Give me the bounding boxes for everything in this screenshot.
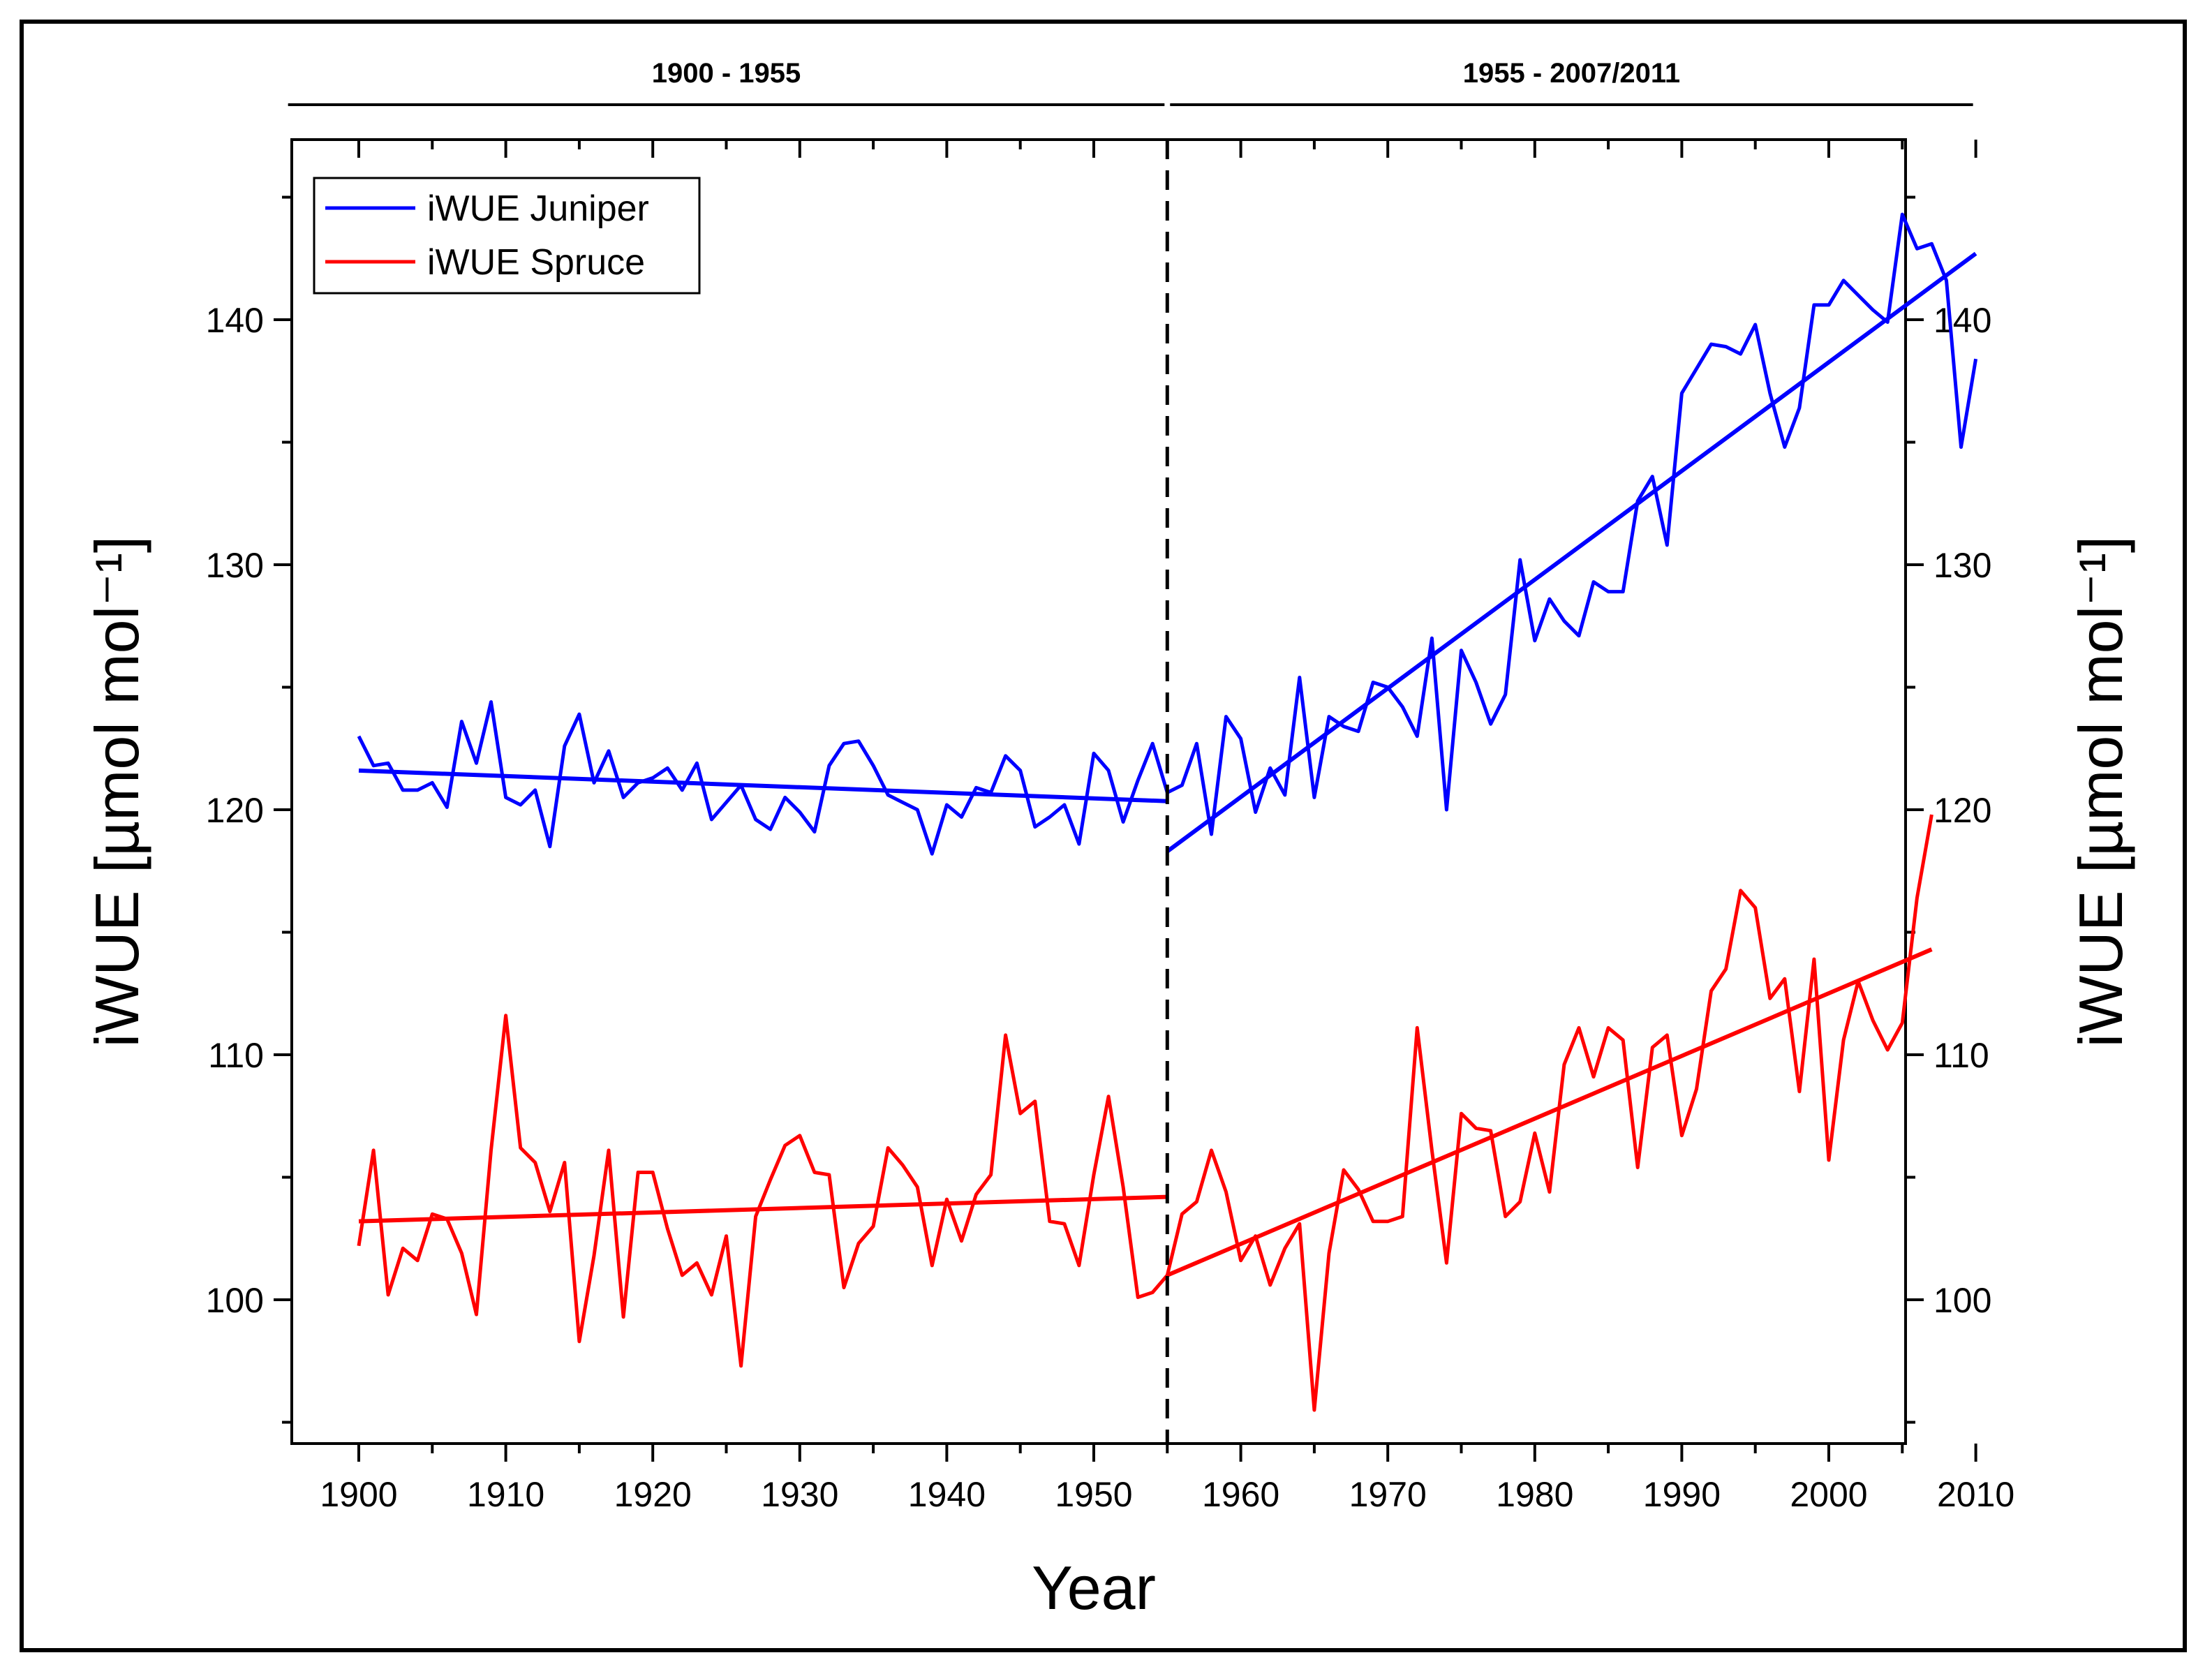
x-tick-label: 1960: [1202, 1475, 1279, 1514]
plot-area-border: [290, 138, 1907, 1445]
y-tick-label-right: 120: [1933, 791, 1991, 830]
trend-line-spruce-3: [1166, 947, 1933, 1277]
period-arrow-late-label: 1955 - 2007/2011: [1463, 58, 1680, 89]
period-arrows: 1900 - 1955 1955 - 2007/2011: [288, 58, 1974, 106]
spruce-series-line: [357, 814, 1933, 1412]
y-tick-label-left: 140: [206, 301, 264, 340]
x-tick-label: 1970: [1349, 1475, 1427, 1514]
legend: iWUE Juniper iWUE Spruce: [313, 177, 701, 295]
legend-juniper-label: iWUE Juniper: [427, 188, 649, 229]
axis-ticks: 1900 1910 1920 1930 1940 1950 1960 1970 1980 1990…: [206, 140, 2014, 1514]
y-tick-label-right: 130: [1933, 546, 1991, 585]
trend-line-juniper-1: [1166, 251, 1977, 854]
y-tick-label-right: 140: [1933, 301, 1991, 340]
x-tick-label: 1930: [761, 1475, 838, 1514]
x-tick-label: 1900: [320, 1475, 397, 1514]
x-tick-label: 1910: [467, 1475, 544, 1514]
x-tick-label: 2010: [1937, 1475, 2014, 1514]
x-tick-label: 1950: [1055, 1475, 1132, 1514]
x-tick-label: 1990: [1643, 1475, 1721, 1514]
y-tick-label-left: 130: [206, 546, 264, 585]
x-tick-label: 2000: [1790, 1475, 1867, 1514]
trend-line-spruce-2: [358, 1194, 1168, 1224]
y-tick-label-right: 100: [1933, 1281, 1991, 1320]
y-tick-label-right: 110: [1933, 1036, 1989, 1075]
x-axis-title: Year: [1032, 1553, 1156, 1622]
legend-spruce-label: iWUE Spruce: [427, 242, 645, 283]
y-tick-label-left: 120: [206, 791, 264, 830]
trend-lines: [358, 251, 1977, 1277]
figure-frame: [20, 20, 2187, 1652]
period-arrow-early-label: 1900 - 1955: [652, 58, 801, 89]
x-tick-label: 1920: [614, 1475, 692, 1514]
y-axis-title-right: iWUE [µmol mol⁻¹]: [2066, 536, 2135, 1048]
legend-box: [313, 177, 701, 295]
x-tick-label: 1980: [1496, 1475, 1573, 1514]
x-tick-label: 1940: [908, 1475, 986, 1514]
y-axis-title-left: iWUE [µmol mol⁻¹]: [82, 536, 151, 1048]
y-tick-label-left: 110: [208, 1036, 264, 1075]
y-tick-label-left: 100: [206, 1281, 264, 1320]
trend-line-juniper-0: [358, 768, 1168, 803]
